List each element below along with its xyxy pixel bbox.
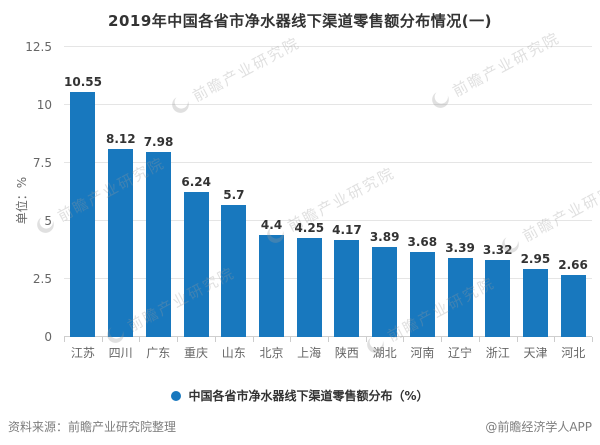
x-axis-label: 天津 [523, 346, 548, 360]
footer: 资料来源：前瞻产业研究院整理 @前瞻经济学人APP [8, 418, 592, 435]
bar-column: 3.68 [403, 47, 441, 337]
bar-column: 10.55 [64, 47, 102, 337]
bar-value-label: 3.39 [445, 241, 475, 255]
bar-column: 4.25 [290, 47, 328, 337]
bar [296, 238, 322, 337]
legend-label: 中国各省市净水器线下渠道零售额分布（%） [188, 389, 429, 403]
x-tick [555, 337, 594, 342]
gridline [64, 278, 592, 279]
bar-value-label: 5.7 [223, 188, 245, 202]
x-axis-label: 北京 [259, 346, 284, 360]
bar-column: 8.12 [102, 47, 140, 337]
source-note: 资料来源：前瞻产业研究院整理 [8, 420, 177, 434]
bar-value-label: 2.95 [520, 252, 551, 266]
x-axis-line [64, 336, 592, 337]
credit-note: @前瞻经济学人APP [485, 420, 592, 434]
bar [70, 92, 96, 337]
x-axis-label: 河北 [561, 346, 586, 360]
y-tick-label: 12.5 [25, 40, 52, 54]
x-axis-label: 浙江 [485, 346, 510, 360]
x-tick [480, 337, 518, 342]
bar-value-label: 3.89 [369, 230, 400, 244]
bar-value-label: 8.12 [106, 132, 136, 146]
x-tick [140, 337, 179, 342]
bar-column: 4.17 [328, 47, 366, 337]
y-tick-label: 2.5 [32, 272, 52, 286]
bar-value-label: 3.32 [482, 243, 513, 257]
x-axis-ticks [64, 337, 594, 342]
y-tick-label: 10 [36, 98, 52, 112]
y-tick-label: 7.5 [32, 156, 52, 170]
bar [221, 205, 247, 337]
x-tick [103, 337, 141, 342]
bar-column: 3.32 [479, 47, 517, 337]
plot-area: 10.55 8.12 7.98 6.24 5.7 4.4 4.25 4.17 3.89 3.68 3… [64, 46, 592, 337]
bar-column: 6.24 [177, 47, 215, 337]
bar [372, 247, 398, 337]
x-axis-label: 河南 [410, 346, 435, 360]
bar-value-label: 3.68 [407, 235, 438, 249]
bar-value-label: 4.25 [294, 221, 325, 235]
bar [447, 258, 473, 337]
y-axis-tick-labels: 0 2.5 5 7.5 10 12.5 [0, 40, 58, 344]
legend: 中国各省市净水器线下渠道零售额分布（%） [0, 387, 600, 404]
bar-value-label: 4.17 [332, 223, 362, 237]
bar-column: 7.98 [140, 47, 178, 337]
bar [146, 152, 171, 337]
x-axis-label: 广东 [146, 346, 171, 360]
x-tick [216, 337, 254, 342]
bar-value-label: 4.4 [260, 218, 283, 232]
x-axis-label: 重庆 [184, 346, 209, 360]
x-tick [291, 337, 330, 342]
bar-column: 3.89 [366, 47, 404, 337]
bar [334, 240, 360, 337]
bar-value-label: 2.66 [558, 258, 588, 272]
x-tick [254, 337, 292, 342]
bar [108, 149, 134, 337]
bar [485, 260, 511, 337]
x-axis-label: 辽宁 [448, 346, 473, 360]
gridline [64, 162, 592, 163]
bar-column: 4.4 [253, 47, 291, 337]
x-axis-label: 湖北 [372, 346, 397, 360]
gridline [64, 104, 592, 105]
x-tick [178, 337, 216, 342]
x-tick [65, 337, 103, 342]
bar-column: 5.7 [215, 47, 253, 337]
x-tick [329, 337, 367, 342]
x-tick [518, 337, 556, 342]
bar-column: 2.66 [554, 47, 592, 337]
x-axis-label: 江苏 [70, 346, 95, 360]
bar-value-label: 6.24 [181, 175, 211, 189]
x-axis-label: 四川 [108, 346, 133, 360]
bar-value-label: 10.55 [64, 75, 102, 89]
bar-column: 3.39 [441, 47, 479, 337]
gridline [64, 46, 592, 47]
y-tick-label: 5 [44, 214, 52, 228]
gridline [64, 220, 592, 221]
bar-column: 2.95 [517, 47, 555, 337]
bars-row: 10.55 8.12 7.98 6.24 5.7 4.4 4.25 4.17 3.89 3.68 3… [64, 47, 592, 337]
x-tick [442, 337, 480, 342]
x-tick [404, 337, 443, 342]
x-axis-label: 山东 [221, 346, 246, 360]
bar-value-label: 7.98 [143, 135, 174, 149]
bar [522, 269, 548, 337]
bar [560, 275, 586, 337]
y-tick-label: 0 [44, 330, 52, 344]
bar [259, 235, 285, 337]
x-tick [367, 337, 405, 342]
x-axis-label: 陕西 [334, 346, 359, 360]
x-axis-labels: 江苏 四川 广东 重庆 山东 北京 上海 陕西 湖北 河南 辽宁 浙江 天津 河北 [64, 344, 592, 361]
x-axis-label: 上海 [297, 346, 322, 360]
chart-title: 2019年中国各省市净水器线下渠道零售额分布情况(一) [108, 12, 492, 30]
legend-marker-icon [171, 390, 182, 401]
bar [183, 192, 209, 337]
bar [409, 252, 435, 337]
